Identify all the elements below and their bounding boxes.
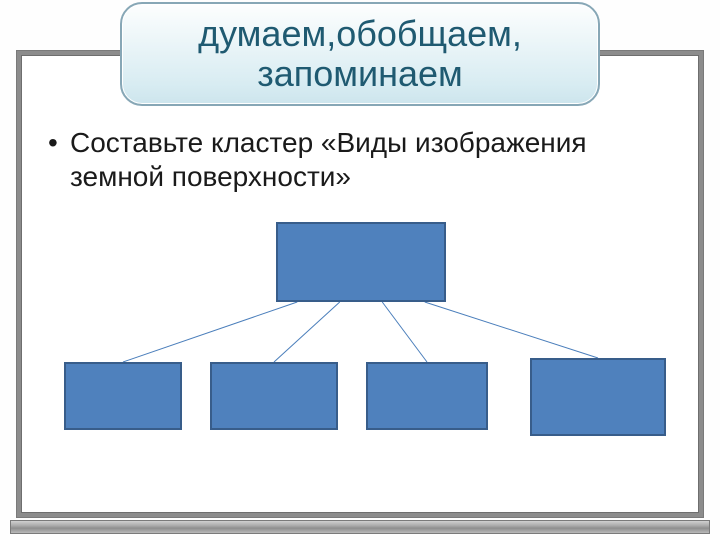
board-stand: [10, 520, 710, 534]
child-node: [210, 362, 338, 430]
child-node: [366, 362, 488, 430]
child-node: [64, 362, 182, 430]
bullet-line: • Составьте кластер «Виды изображения зе…: [46, 126, 680, 194]
bullet-area: • Составьте кластер «Виды изображения зе…: [46, 126, 680, 194]
root-node: [276, 222, 446, 302]
slide: думаем,обобщаем, запоминаем • Составьте …: [0, 0, 720, 540]
child-node: [530, 358, 666, 436]
header-title: думаем,обобщаем, запоминаем: [122, 14, 598, 95]
bullet-text: Составьте кластер «Виды изображения земн…: [70, 126, 680, 194]
bullet-marker: •: [46, 126, 70, 194]
header-plaque: думаем,обобщаем, запоминаем: [120, 2, 600, 106]
